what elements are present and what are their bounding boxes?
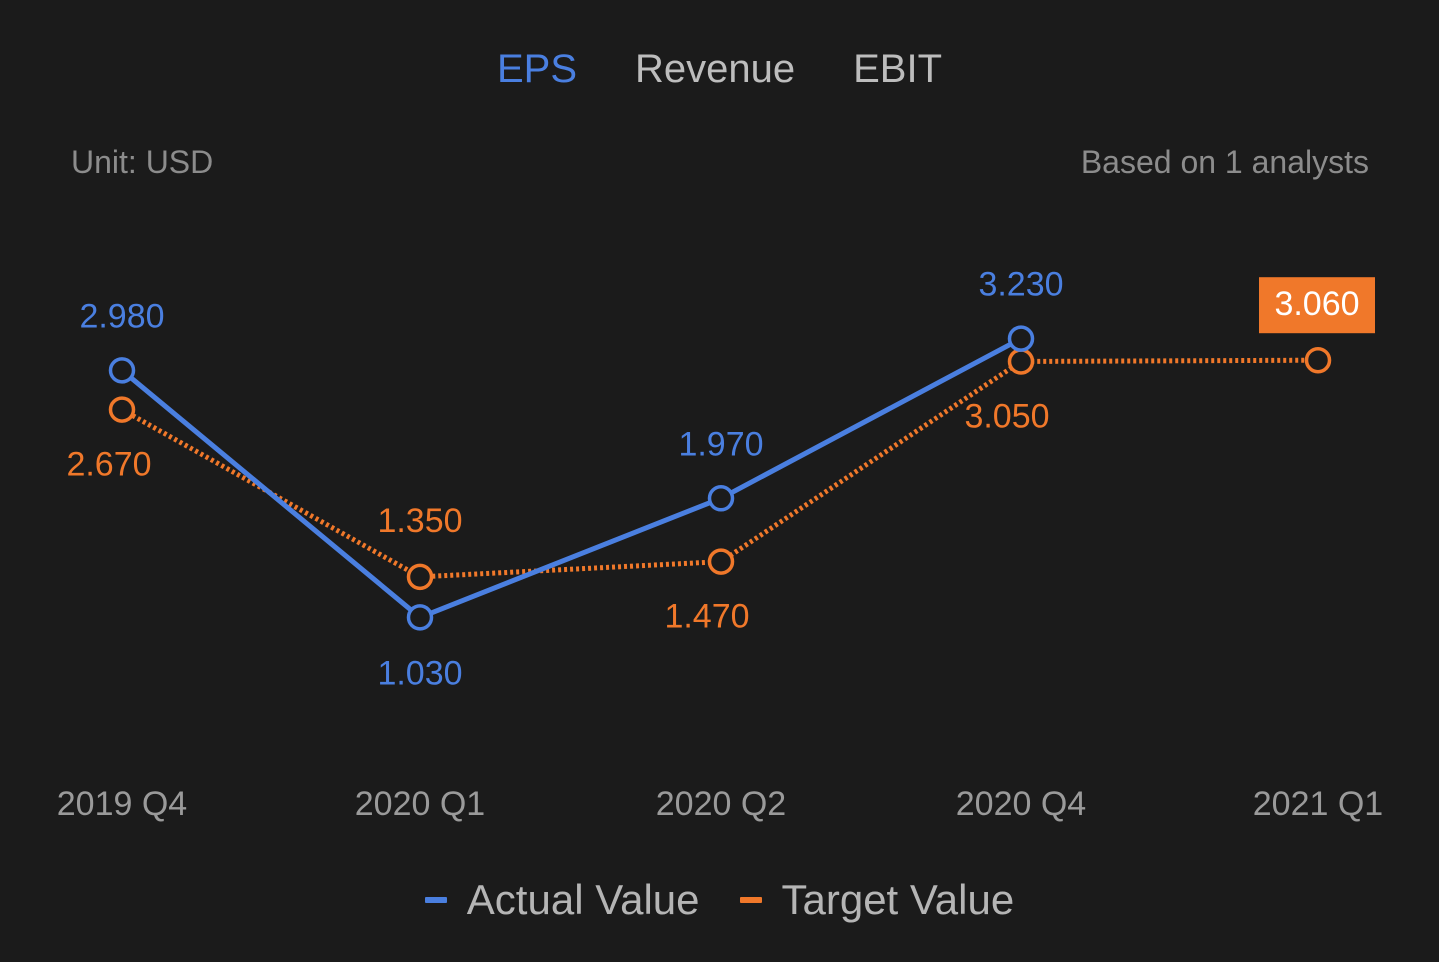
x-tick-label: 2020 Q4 (956, 785, 1086, 823)
chart-legend: Actual Value Target Value (0, 876, 1439, 924)
actual-data-label: 1.030 (377, 654, 462, 692)
target-data-label: 1.470 (664, 598, 749, 636)
tab-eps[interactable]: EPS (496, 47, 577, 91)
actual-point (108, 357, 136, 384)
target-series-line (120, 357, 1319, 580)
target-point (1007, 348, 1035, 375)
actual-data-label: 1.970 (678, 425, 763, 463)
target-data-label: 1.350 (377, 502, 462, 540)
x-tick-label: 2020 Q1 (355, 785, 485, 823)
target-point (108, 396, 136, 423)
legend-item-actual[interactable]: Actual Value (424, 876, 700, 924)
metric-tabs: EPS Revenue EBIT (0, 44, 1439, 94)
actual-point (707, 485, 735, 512)
unit-label: Unit: USD (71, 144, 214, 180)
legend-label-actual: Actual Value (466, 876, 700, 923)
analysts-label: Based on 1 analysts (1080, 144, 1369, 180)
x-tick-label: 2020 Q2 (656, 785, 786, 823)
legend-swatch-target (739, 897, 762, 903)
target-point (1304, 346, 1332, 374)
actual-data-label: 2.980 (79, 297, 164, 335)
target-data-label: 3.050 (964, 397, 1049, 435)
x-tick-label: 2021 Q1 (1253, 785, 1383, 823)
legend-label-target: Target Value (781, 876, 1015, 923)
target-point (707, 548, 735, 575)
actual-series-line (120, 336, 1023, 620)
target-highlight-box (1259, 277, 1375, 334)
target-data-label: 3.060 (1274, 285, 1359, 323)
legend-swatch-actual (424, 897, 447, 903)
actual-point (1007, 325, 1035, 352)
tab-revenue[interactable]: Revenue (635, 47, 796, 91)
tab-ebit[interactable]: EBIT (853, 47, 943, 91)
x-tick-label: 2019 Q4 (57, 785, 187, 823)
actual-data-label: 3.230 (978, 266, 1063, 304)
target-data-label: 2.670 (66, 446, 151, 484)
target-point (406, 563, 434, 591)
legend-item-target[interactable]: Target Value (739, 876, 1015, 924)
actual-point (406, 604, 434, 631)
